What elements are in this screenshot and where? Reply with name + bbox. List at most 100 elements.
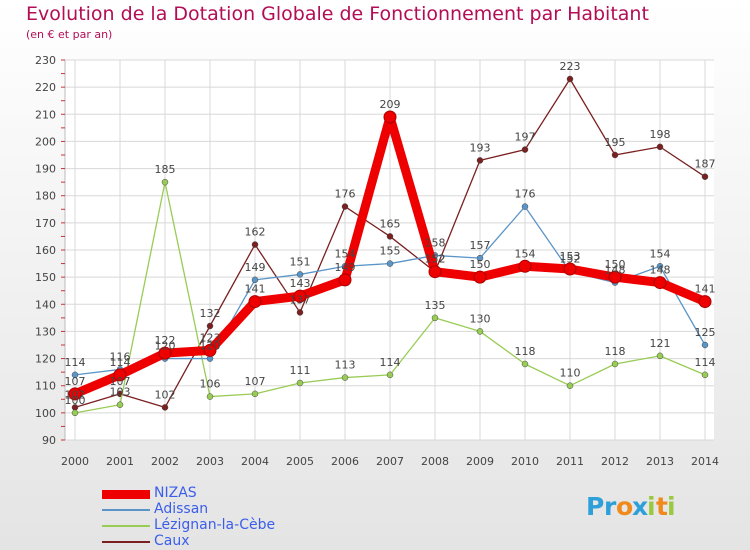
x-tick-label: 2001 bbox=[106, 455, 134, 468]
data-point bbox=[161, 404, 169, 411]
data-point bbox=[701, 173, 709, 180]
data-point bbox=[116, 401, 124, 408]
data-label: 223 bbox=[560, 60, 581, 73]
data-label: 193 bbox=[470, 141, 491, 154]
logo-letter: t bbox=[656, 492, 668, 520]
legend-item: Adissan bbox=[102, 501, 362, 518]
logo-letter: P bbox=[586, 492, 604, 520]
plot-area: 9010011012013014015016017018019020021022… bbox=[35, 54, 719, 468]
logo-letter: i bbox=[647, 492, 656, 520]
data-point bbox=[251, 241, 259, 248]
data-label: 114 bbox=[380, 356, 401, 369]
x-tick-label: 2008 bbox=[421, 455, 449, 468]
x-tick-label: 2013 bbox=[646, 455, 674, 468]
data-point bbox=[701, 341, 709, 349]
y-tick-label: 200 bbox=[35, 135, 56, 148]
data-label: 148 bbox=[605, 264, 626, 277]
data-point bbox=[521, 203, 529, 210]
data-label: 125 bbox=[695, 326, 716, 339]
data-point bbox=[71, 409, 79, 417]
y-tick-label: 220 bbox=[35, 81, 56, 94]
y-tick-label: 180 bbox=[35, 190, 56, 203]
data-label: 176 bbox=[335, 188, 356, 201]
data-label: 151 bbox=[290, 255, 311, 268]
y-tick-label: 230 bbox=[35, 54, 56, 67]
data-point bbox=[656, 263, 664, 270]
data-label: 120 bbox=[155, 340, 176, 353]
chart-title: Evolution de la Dotation Globale de Fonc… bbox=[26, 3, 649, 25]
data-point bbox=[476, 328, 484, 335]
data-label: 123 bbox=[200, 331, 221, 344]
data-label: 116 bbox=[110, 350, 131, 363]
data-label: 118 bbox=[605, 345, 626, 358]
data-point bbox=[521, 360, 529, 368]
data-point bbox=[293, 289, 307, 303]
data-label: 141 bbox=[695, 283, 716, 296]
data-label: 137 bbox=[290, 293, 311, 306]
data-label: 149 bbox=[245, 261, 266, 274]
data-label: 107 bbox=[65, 375, 86, 388]
data-label: 165 bbox=[380, 217, 401, 230]
data-point bbox=[251, 390, 259, 398]
data-point bbox=[611, 151, 619, 159]
data-point bbox=[203, 343, 217, 357]
data-label: 122 bbox=[155, 334, 176, 347]
data-label: 154 bbox=[650, 247, 671, 260]
logo-letter: x bbox=[632, 492, 648, 520]
data-label: 141 bbox=[245, 283, 266, 296]
y-tick-label: 160 bbox=[35, 244, 56, 257]
data-label: 114 bbox=[695, 356, 716, 369]
y-tick-label: 140 bbox=[35, 298, 56, 311]
legend-swatch bbox=[102, 489, 150, 499]
data-label: 158 bbox=[425, 236, 446, 249]
legend-label: Adissan bbox=[154, 501, 209, 517]
y-tick-label: 150 bbox=[35, 271, 56, 284]
data-label: 100 bbox=[65, 394, 86, 407]
y-tick-label: 190 bbox=[35, 163, 56, 176]
data-label: 130 bbox=[470, 312, 491, 325]
data-label: 162 bbox=[245, 226, 266, 239]
data-point bbox=[341, 203, 349, 210]
data-point bbox=[206, 393, 214, 400]
legend: NIZAS Adissan Lézignan-la-Cèbe Caux bbox=[102, 485, 362, 550]
data-label: 152 bbox=[425, 253, 446, 266]
legend-swatch bbox=[102, 525, 150, 527]
data-point bbox=[428, 265, 442, 279]
data-label: 149 bbox=[335, 261, 356, 274]
data-label: 197 bbox=[515, 131, 536, 144]
data-point bbox=[521, 146, 529, 153]
data-label: 102 bbox=[155, 388, 176, 401]
data-point bbox=[296, 271, 304, 278]
data-label: 107 bbox=[110, 375, 131, 388]
data-label: 185 bbox=[155, 163, 176, 176]
data-point bbox=[296, 309, 304, 316]
data-label: 114 bbox=[110, 356, 131, 369]
data-label: 107 bbox=[245, 375, 266, 388]
data-label: 120 bbox=[200, 340, 221, 353]
data-label: 118 bbox=[515, 345, 536, 358]
data-point bbox=[158, 346, 172, 360]
chart-subtitle: (en € et par an) bbox=[26, 28, 113, 41]
legend-item: Caux bbox=[102, 533, 362, 550]
data-point bbox=[518, 259, 532, 273]
y-tick-label: 130 bbox=[35, 325, 56, 338]
data-point bbox=[701, 371, 709, 379]
data-label: 135 bbox=[425, 299, 446, 312]
x-tick-label: 2005 bbox=[286, 455, 314, 468]
data-label: 114 bbox=[65, 356, 86, 369]
data-point bbox=[71, 371, 79, 379]
data-label: 121 bbox=[650, 337, 671, 350]
data-point bbox=[113, 368, 127, 382]
data-label: 102 bbox=[65, 388, 86, 401]
data-label: 176 bbox=[515, 188, 536, 201]
data-point bbox=[383, 110, 397, 124]
x-tick-label: 2012 bbox=[601, 455, 629, 468]
x-tick-label: 2004 bbox=[241, 455, 269, 468]
data-label: 155 bbox=[380, 245, 401, 258]
data-point bbox=[431, 314, 439, 322]
data-label: 157 bbox=[470, 239, 491, 252]
data-point bbox=[296, 379, 304, 387]
legend-swatch bbox=[102, 541, 150, 543]
data-point bbox=[653, 276, 667, 290]
